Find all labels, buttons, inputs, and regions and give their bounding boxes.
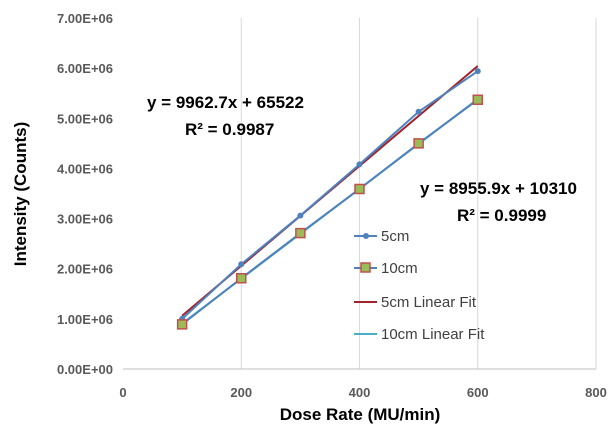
data-point-5cm (297, 212, 304, 219)
r-squared-5cm: R² = 0.9987 (185, 120, 274, 139)
x-tick-labels: 0 200 400 600 800 (119, 385, 606, 400)
legend-item-5cm: 5cm (354, 228, 409, 245)
y-tick-label: 0.00E+00 (57, 362, 113, 377)
data-point-10cm (176, 319, 188, 330)
data-point-5cm (356, 161, 363, 168)
r-squared-10cm: R² = 0.9999 (457, 206, 546, 225)
x-tick-label: 0 (119, 385, 126, 400)
legend-label-10cm-fit: 10cm Linear Fit (381, 326, 485, 343)
data-point-10cm (472, 94, 483, 105)
y-tick-label: 1.00E+06 (57, 312, 113, 327)
legend-label-5cm: 5cm (381, 228, 409, 245)
x-tick-label: 200 (230, 385, 252, 400)
legend-item-10cm: 10cm (354, 260, 418, 277)
series-line-10cm (181, 98, 479, 326)
y-tick-labels: 0.00E+00 1.00E+06 2.00E+06 3.00E+06 4.00E+06… (57, 11, 113, 377)
legend-marker-10cm (360, 262, 371, 273)
y-tick-label: 6.00E+06 (57, 61, 113, 76)
legend-item-10cm-fit: 10cm Linear Fit (354, 326, 485, 343)
fit-equation-10cm: y = 8955.9x + 10310 (420, 179, 577, 198)
x-tick-label: 800 (585, 385, 607, 400)
data-point-10cm (236, 272, 247, 284)
series-line-5cm (181, 70, 479, 320)
y-tick-label: 3.00E+06 (57, 212, 113, 227)
legend-marker-5cm (363, 233, 369, 239)
legend-label-5cm-fit: 5cm Linear Fit (381, 294, 477, 311)
data-point-5cm (474, 68, 481, 75)
y-tick-label: 7.00E+06 (57, 11, 113, 26)
legend: 5cm 10cm 5cm Linear Fit 10cm Linear Fit (354, 228, 485, 343)
x-axis-title: Dose Rate (MU/min) (280, 405, 441, 424)
y-tick-label: 4.00E+06 (57, 161, 113, 176)
y-axis-title: Intensity (Counts) (11, 122, 30, 267)
data-point-10cm (295, 227, 306, 239)
x-tick-label: 600 (467, 385, 489, 400)
series-group (176, 65, 483, 330)
data-point-5cm (238, 261, 245, 268)
legend-item-5cm-fit: 5cm Linear Fit (354, 294, 477, 311)
data-point-10cm (413, 138, 424, 149)
data-point-5cm (415, 108, 422, 115)
y-tick-label: 2.00E+06 (57, 262, 113, 277)
legend-label-10cm: 10cm (381, 260, 418, 277)
fit-equation-5cm: y = 9962.7x + 65522 (147, 93, 304, 112)
data-point-10cm (354, 183, 365, 195)
y-tick-label: 5.00E+06 (57, 111, 113, 126)
x-tick-label: 400 (349, 385, 371, 400)
grid-lines (240, 18, 597, 369)
